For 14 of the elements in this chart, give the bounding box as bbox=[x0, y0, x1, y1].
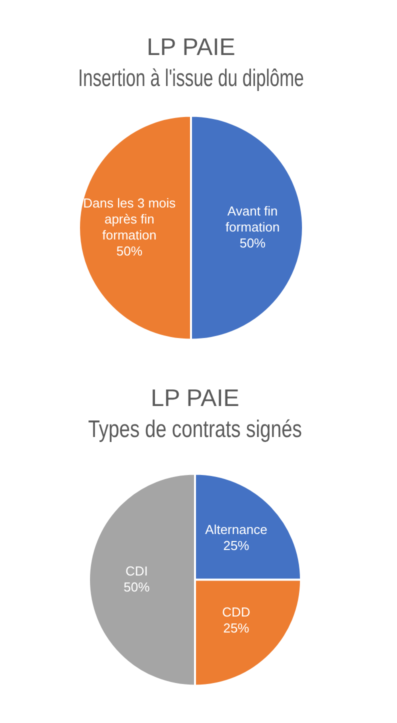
data-label: 25% bbox=[223, 620, 250, 636]
slice-label: CDI bbox=[126, 563, 148, 578]
data-label: 50% bbox=[240, 235, 266, 250]
chart-subtitle: Types de contrats signés bbox=[88, 414, 302, 442]
data-label: 50% bbox=[124, 579, 150, 594]
chart-subtitle: Insertion à l'issue du diplôme bbox=[78, 65, 304, 92]
slice-label: CDD bbox=[222, 604, 250, 620]
chart-title: LP PAIE bbox=[150, 385, 240, 412]
data-label: 25% bbox=[223, 538, 250, 554]
slice-label: Alternance bbox=[205, 522, 268, 538]
chart-title: LP PAIE bbox=[146, 34, 236, 62]
data-label: 50% bbox=[116, 243, 143, 258]
slice-label: Dans les 3 mois après fin formation bbox=[83, 195, 176, 242]
slice-label: Avant fin formation bbox=[226, 203, 280, 234]
